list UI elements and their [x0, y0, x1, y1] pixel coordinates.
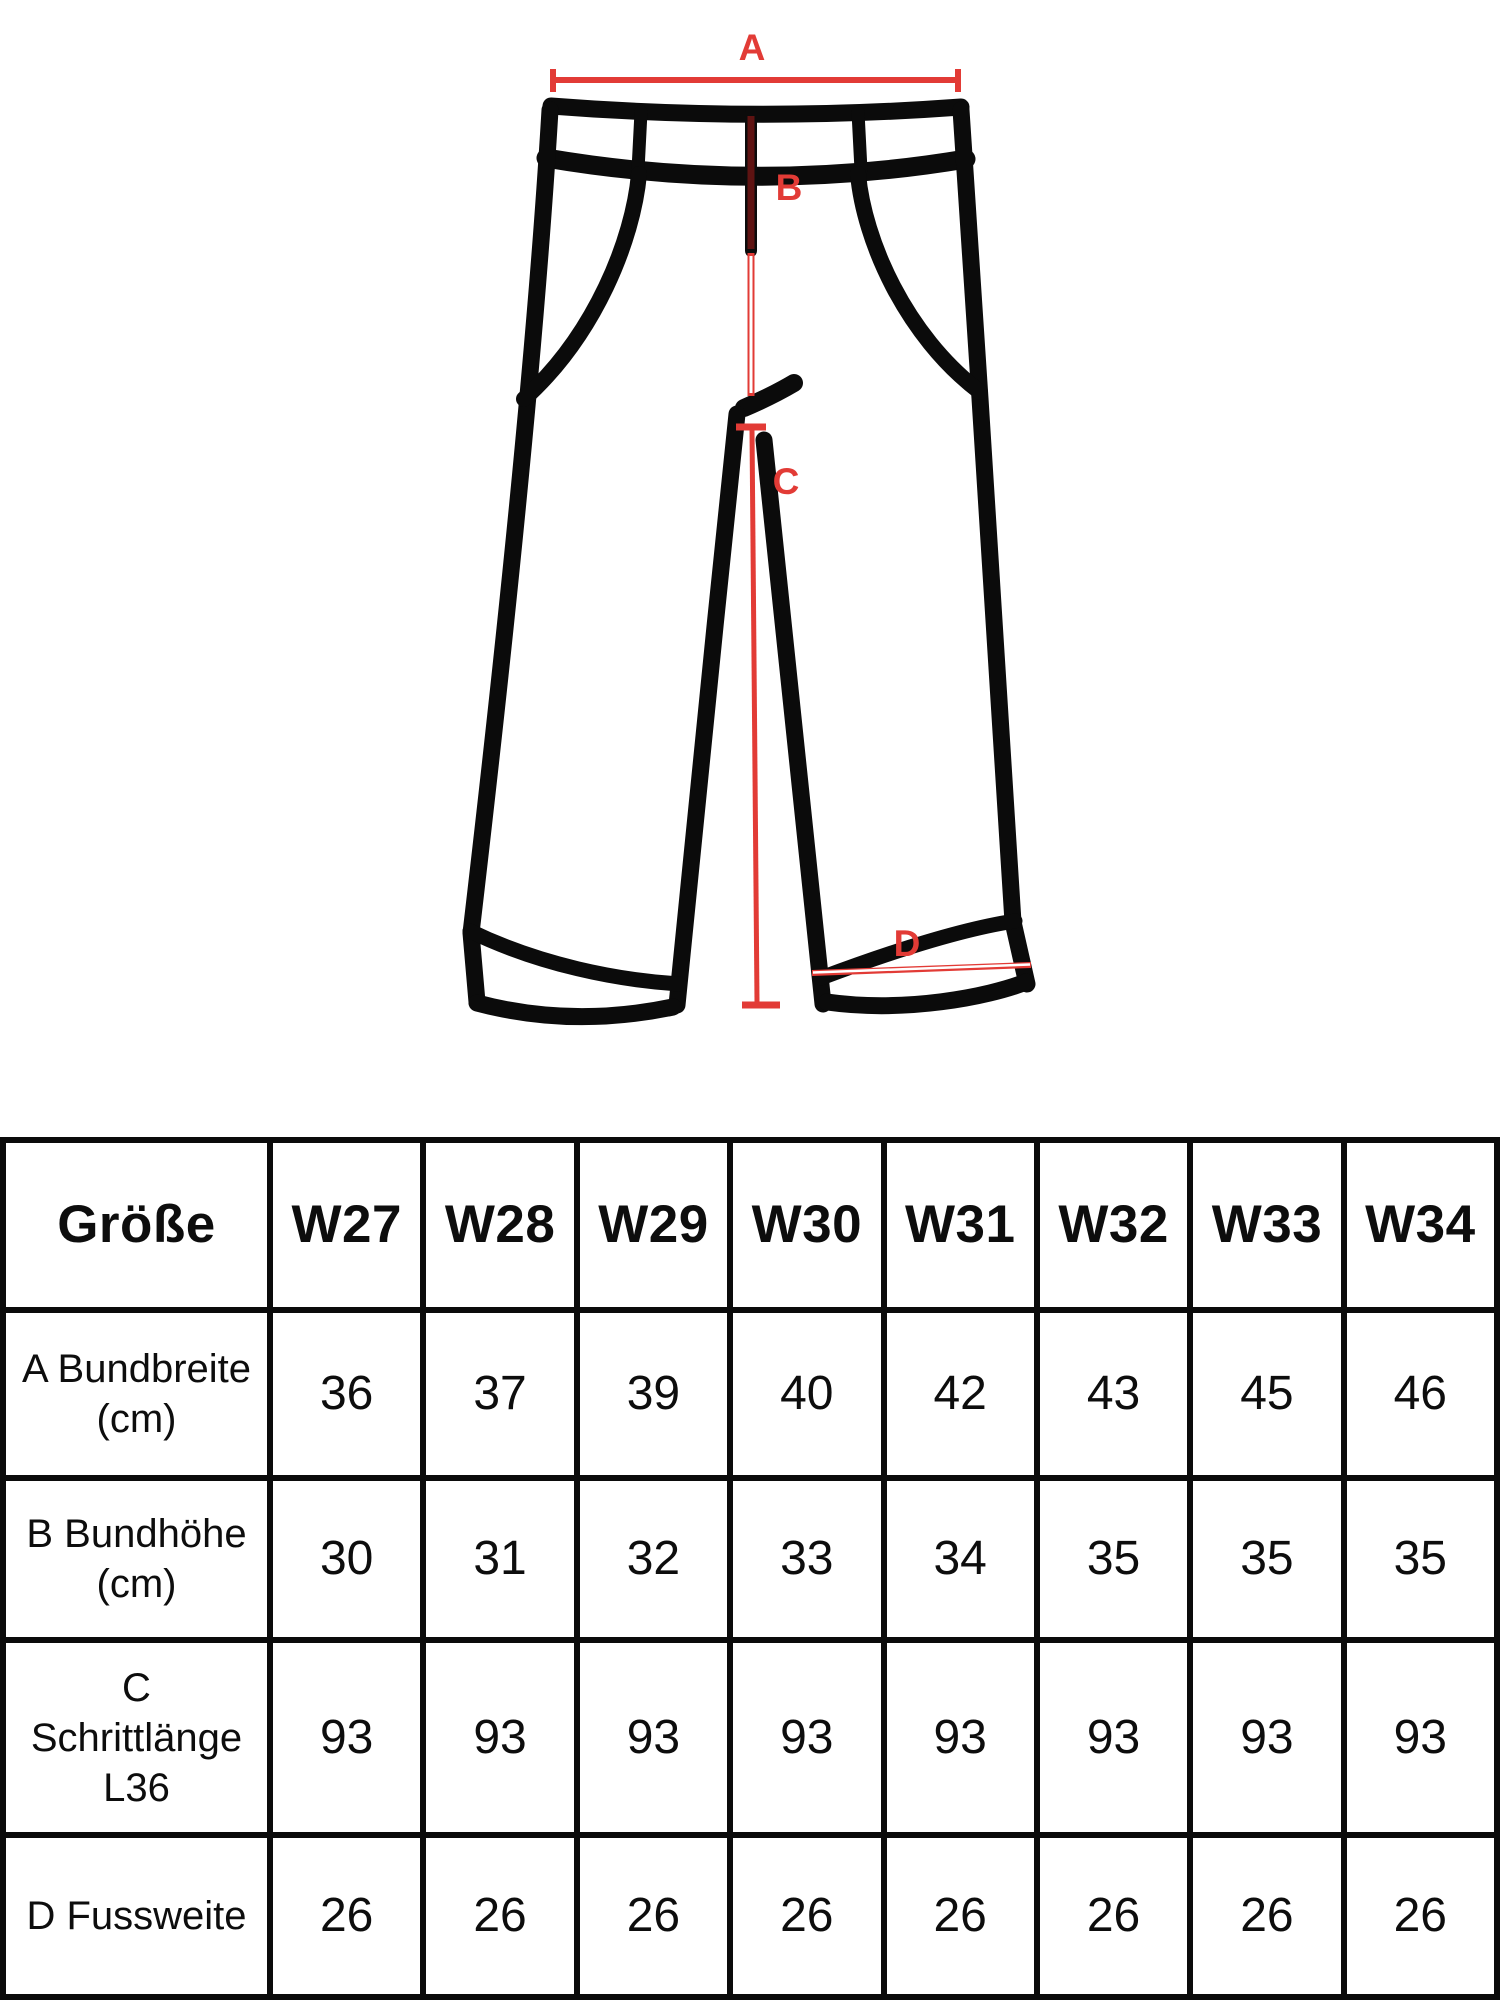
size-value-cell: 31	[426, 1481, 574, 1637]
pants-diagram-svg: A B C D	[462, 27, 1036, 1026]
measure-c-label: C	[773, 461, 800, 502]
size-value-cell: 93	[579, 1643, 728, 1832]
right-outseam	[952, 101, 1036, 993]
size-row-label-line: L36	[103, 1765, 170, 1810]
size-col-header-w34: W34	[1346, 1143, 1494, 1307]
measure-a-line	[550, 69, 961, 92]
size-value-cell: 37	[426, 1313, 574, 1475]
left-hem	[468, 994, 682, 1026]
size-value-cell: 26	[426, 1838, 574, 1994]
size-value-cell: 35	[1346, 1481, 1494, 1637]
right-inseam	[755, 431, 832, 1013]
left-inseam	[668, 405, 746, 1014]
right-cuff-line	[813, 913, 1023, 986]
measurement-annotations: A B C D	[550, 27, 1032, 1009]
crotch-seam	[735, 374, 803, 417]
size-row-label-line: B Bundhöhe	[26, 1512, 247, 1556]
pants-outline	[462, 97, 1036, 1026]
size-value-cell: 34	[886, 1481, 1034, 1637]
right-hem	[818, 973, 1035, 1015]
pants-measurement-diagram: A B C D	[462, 27, 1036, 1026]
size-value-cell: 26	[579, 1838, 728, 1994]
size-value-cell: 33	[733, 1481, 881, 1637]
size-row-label-1: B Bundhöhe (cm)	[6, 1481, 267, 1637]
size-value-cell: 45	[1193, 1313, 1341, 1475]
size-value-cell: 46	[1346, 1313, 1494, 1475]
size-table-corner-header: Größe	[6, 1143, 267, 1307]
measure-d-line	[811, 962, 1032, 976]
size-col-header-w33: W33	[1193, 1143, 1341, 1307]
size-col-header-w31: W31	[886, 1143, 1034, 1307]
measure-a-label: A	[739, 27, 766, 68]
left-pocket-curve	[516, 166, 647, 407]
measure-d-label: D	[894, 923, 921, 964]
size-col-header-w30: W30	[733, 1143, 881, 1307]
size-value-cell: 35	[1193, 1481, 1341, 1637]
size-col-header-w29: W29	[579, 1143, 728, 1307]
size-row-label-line: (cm)	[96, 1562, 177, 1606]
size-row-label-line: (cm)	[96, 1397, 177, 1441]
size-value-cell: 93	[886, 1643, 1034, 1832]
left-outseam	[462, 101, 559, 1011]
size-value-cell: 93	[273, 1643, 421, 1832]
size-value-cell: 26	[1039, 1838, 1188, 1994]
size-value-cell: 35	[1039, 1481, 1188, 1637]
size-row-label-2: C Schrittlänge L36	[6, 1643, 267, 1832]
size-row-label-0: A Bundbreite (cm)	[6, 1313, 267, 1475]
belt-loop-right	[851, 105, 868, 177]
size-value-cell: 39	[579, 1313, 728, 1475]
size-value-cell: 43	[1039, 1313, 1188, 1475]
measure-c-line	[736, 423, 780, 1009]
size-value-cell: 26	[273, 1838, 421, 1994]
size-row-label-line: Schrittlänge	[30, 1715, 243, 1760]
size-row-label-line: A Bundbreite	[21, 1347, 252, 1391]
size-value-cell: 36	[273, 1313, 421, 1475]
size-value-cell: 93	[1193, 1643, 1341, 1832]
size-value-cell: 40	[733, 1313, 881, 1475]
size-row-label-3: D Fussweite	[6, 1838, 267, 1994]
size-value-cell: 93	[1346, 1643, 1494, 1832]
size-row-label-line: D Fussweite	[26, 1894, 247, 1938]
size-value-cell: 32	[579, 1481, 728, 1637]
size-value-cell: 93	[426, 1643, 574, 1832]
left-cuff-line	[462, 923, 687, 992]
size-value-cell: 93	[1039, 1643, 1188, 1832]
size-value-cell: 26	[1193, 1838, 1341, 1994]
size-value-cell: 26	[733, 1838, 881, 1994]
size-value-cell: 30	[273, 1481, 421, 1637]
size-value-cell: 93	[733, 1643, 881, 1832]
measure-b-label: B	[776, 167, 803, 208]
size-col-header-w28: W28	[426, 1143, 574, 1307]
size-row-label-line: C	[122, 1665, 151, 1710]
size-col-header-w32: W32	[1039, 1143, 1188, 1307]
size-value-cell: 42	[886, 1313, 1034, 1475]
size-value-cell: 26	[886, 1838, 1034, 1994]
size-col-header-w27: W27	[273, 1143, 421, 1307]
belt-loop-left	[631, 105, 648, 177]
size-value-cell: 26	[1346, 1838, 1494, 1994]
size-table: Größe W27 W28 W29 W30 W31 W32 W33 W34 A Bundbreit…	[0, 1137, 1500, 2000]
right-pocket-curve	[850, 166, 988, 400]
